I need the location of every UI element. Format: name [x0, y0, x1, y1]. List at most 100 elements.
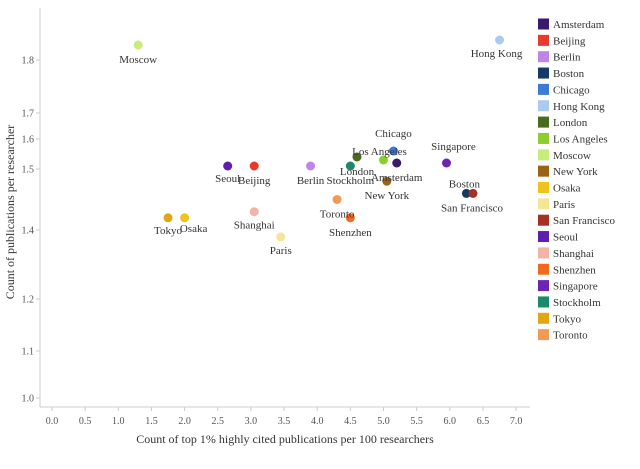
data-point-shanghai[interactable] [249, 207, 259, 217]
data-point-shenzhen[interactable] [345, 213, 355, 223]
data-point-beijing[interactable] [249, 161, 259, 171]
legend-label-singapore: Singapore [553, 281, 598, 293]
y-tick-label: 1.2 [22, 295, 35, 306]
legend-swatch-shenzhen [538, 263, 549, 275]
point-label-london: London [340, 166, 375, 178]
legend-label-paris: Paris [553, 199, 575, 211]
legend-label-amsterdam: Amsterdam [553, 19, 605, 31]
point-label-seoul: Seoul [215, 173, 240, 185]
y-tick-label: 1.7 [22, 109, 35, 120]
point-label-stockholm: Stockholm [327, 175, 375, 187]
legend-swatch-london [538, 116, 549, 128]
legend-label-moscow: Moscow [553, 150, 591, 162]
legend-swatch-moscow [538, 149, 549, 161]
axis-ticks: 0.0 0.5 1.0 1.5 2.0 2.5 3.0 3.5 4.0 4.5 5.0 5.5 6.0 6… [22, 56, 523, 428]
x-tick-label: 2.0 [178, 416, 191, 427]
legend-label-new-york: New York [553, 166, 598, 178]
data-point-tokyo[interactable] [163, 213, 173, 223]
point-label-los-angeles: Los Angeles [352, 146, 407, 158]
legend-swatch-singapore [538, 280, 549, 292]
data-point-seoul[interactable] [223, 161, 233, 171]
legend-swatch-paris [538, 198, 549, 210]
x-tick-label: 1.5 [145, 416, 158, 427]
data-point-boston[interactable] [461, 188, 471, 198]
data-point-stockholm[interactable] [345, 161, 355, 171]
x-tick-label: 7.0 [510, 416, 523, 427]
point-label-san-francisco: San Francisco [441, 202, 504, 214]
data-point-hong-kong[interactable] [495, 35, 505, 45]
x-tick-label: 4.0 [311, 416, 324, 427]
data-points [133, 35, 505, 242]
legend-swatch-amsterdam [538, 18, 549, 30]
legend-label-tokyo: Tokyo [553, 313, 581, 325]
legend-label-seoul: Seoul [553, 232, 578, 244]
legend-label-shanghai: Shanghai [553, 248, 594, 260]
x-tick-label: 0.0 [46, 416, 59, 427]
y-tick-label: 1.6 [22, 135, 35, 146]
data-point-amsterdam[interactable] [392, 158, 402, 168]
data-point-singapore[interactable] [441, 158, 451, 168]
point-label-shanghai: Shanghai [234, 220, 275, 232]
legend-swatch-los-angeles [538, 132, 549, 144]
point-label-osaka: Osaka [180, 223, 208, 235]
legend-label-stockholm: Stockholm [553, 297, 601, 309]
data-point-london[interactable] [352, 152, 362, 162]
data-point-toronto[interactable] [332, 195, 342, 204]
point-label-chicago: Chicago [375, 128, 412, 140]
data-point-berlin[interactable] [306, 161, 316, 171]
point-label-toronto: Toronto [320, 209, 355, 221]
x-tick-label: 6.0 [444, 416, 457, 427]
legend-label-beijing: Beijing [553, 35, 586, 47]
x-tick-label: 6.5 [477, 416, 490, 427]
data-point-los-angeles[interactable] [379, 155, 388, 165]
legend-label-london: London [553, 117, 588, 129]
legend-swatch-toronto [538, 329, 549, 341]
legend-swatch-berlin [538, 51, 549, 63]
y-tick-label: 1.1 [22, 347, 35, 358]
data-point-san-francisco[interactable] [468, 188, 478, 198]
data-point-osaka[interactable] [180, 213, 190, 223]
x-tick-label: 4.5 [344, 416, 357, 427]
data-point-moscow[interactable] [133, 40, 143, 50]
point-label-paris: Paris [270, 245, 292, 257]
legend-swatch-tokyo [538, 312, 549, 324]
legend-label-san-francisco: San Francisco [553, 215, 616, 227]
x-tick-label: 2.5 [212, 416, 225, 427]
point-label-singapore: Singapore [431, 141, 476, 153]
point-label-beijing: Beijing [238, 175, 271, 187]
point-label-berlin: Berlin [297, 175, 325, 187]
point-label-hong-kong: Hong Kong [471, 48, 523, 60]
legend-swatch-chicago [538, 83, 549, 95]
point-label-new-york: New York [365, 190, 410, 202]
data-point-chicago[interactable] [388, 146, 398, 156]
y-axis-title: Count of publications per researcher [3, 125, 17, 300]
legend-label-osaka: Osaka [553, 183, 581, 195]
y-tick-label: 1.5 [22, 165, 35, 176]
legend-label-toronto: Toronto [553, 330, 588, 342]
legend-swatch-san-francisco [538, 214, 549, 226]
legend-swatch-beijing [538, 34, 549, 46]
legend-swatch-stockholm [538, 296, 549, 308]
point-label-boston: Boston [449, 178, 481, 190]
legend-swatch-seoul [538, 231, 549, 243]
x-tick-label: 3.0 [245, 416, 258, 427]
legend: Amsterdam Beijing Berlin Boston Chicago Hong … [538, 18, 616, 342]
x-tick-label: 1.0 [112, 416, 125, 427]
legend-swatch-new-york [538, 165, 549, 177]
x-tick-label: 5.5 [410, 416, 423, 427]
legend-swatch-osaka [538, 182, 549, 193]
point-label-amsterdam: Amsterdam [371, 172, 423, 184]
y-tick-label: 1.8 [22, 56, 35, 67]
y-tick-label: 1.4 [22, 226, 35, 237]
point-label-tokyo: Tokyo [154, 225, 182, 237]
data-point-new-york[interactable] [382, 176, 392, 186]
data-point-paris[interactable] [276, 232, 286, 242]
x-tick-label: 3.5 [278, 416, 291, 427]
legend-swatch-hong-kong [538, 100, 549, 112]
legend-swatch-boston [538, 67, 549, 79]
x-axis-title: Count of top 1% highly cited publication… [136, 432, 434, 446]
x-tick-label: 0.5 [79, 416, 92, 427]
legend-swatch-shanghai [538, 247, 549, 259]
legend-label-boston: Boston [553, 68, 585, 80]
